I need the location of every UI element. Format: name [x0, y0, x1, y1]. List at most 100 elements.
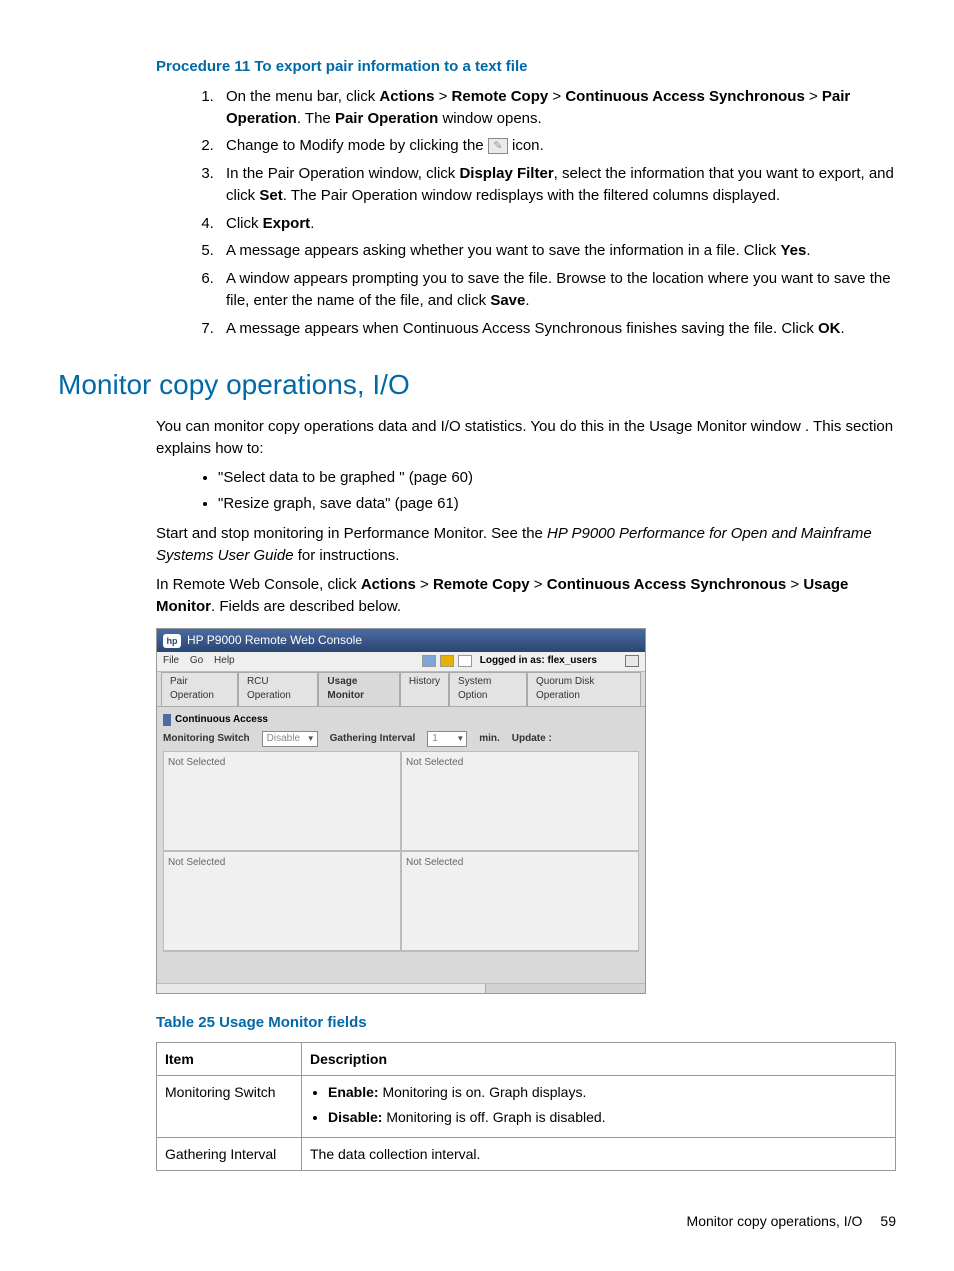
bold: Export: [263, 215, 311, 232]
tab-usage-monitor[interactable]: Usage Monitor: [318, 672, 399, 706]
app-menubar: File Go Help Logged in as: flex_users: [157, 652, 645, 672]
bold: Yes: [780, 242, 806, 259]
graph-grid: Not Selected Not Selected Not Selected N…: [163, 751, 639, 951]
list-item: Disable: Monitoring is off. Graph is dis…: [328, 1107, 887, 1127]
text: Click: [226, 215, 263, 232]
select-value: Disable: [267, 732, 300, 747]
tab-quorum-disk-operation[interactable]: Quorum Disk Operation: [527, 672, 641, 706]
procedure-step: On the menu bar, click Actions > Remote …: [218, 86, 896, 130]
bold: Actions: [379, 88, 434, 105]
text: A message appears asking whether you wan…: [226, 242, 780, 259]
modify-mode-icon: ✎: [488, 138, 508, 154]
text: >: [805, 88, 822, 105]
list-item: "Resize graph, save data" (page 61): [218, 493, 896, 515]
app-titlebar: hp HP P9000 Remote Web Console: [157, 629, 645, 652]
procedure-title: Procedure 11 To export pair information …: [156, 56, 896, 78]
update-label: Update :: [512, 732, 552, 747]
tab-pair-operation[interactable]: Pair Operation: [161, 672, 238, 706]
controls-row: Monitoring Switch Disable ▼ Gathering In…: [163, 731, 639, 747]
section-para: In Remote Web Console, click Actions > R…: [156, 574, 896, 618]
menu-help[interactable]: Help: [214, 655, 235, 666]
footer-text: Monitor copy operations, I/O: [687, 1211, 863, 1231]
list-item: "Select data to be graphed " (page 60): [218, 467, 896, 489]
table-row: Gathering Interval The data collection i…: [157, 1137, 896, 1170]
text: .: [525, 292, 529, 309]
table-title: Table 25 Usage Monitor fields: [156, 1012, 896, 1034]
procedure-step: Click Export.: [218, 213, 896, 235]
section-intro: You can monitor copy operations data and…: [156, 416, 896, 460]
text: .: [310, 215, 314, 232]
usage-monitor-fields-table: Item Description Monitoring Switch Enabl…: [156, 1042, 896, 1171]
procedure-list: On the menu bar, click Actions > Remote …: [188, 86, 896, 340]
bold: Continuous Access Synchronous: [547, 576, 786, 593]
window-detach-icon[interactable]: [625, 655, 639, 667]
bold: Disable:: [328, 1109, 382, 1125]
bold: Set: [259, 187, 282, 204]
graph-cell[interactable]: Not Selected: [401, 851, 639, 951]
chevron-down-icon: ▼: [456, 733, 464, 745]
section-bullet-list: "Select data to be graphed " (page 60) "…: [188, 467, 896, 515]
pane-header: Continuous Access: [163, 713, 639, 728]
pane-marker-icon: [163, 714, 171, 726]
gathering-interval-select[interactable]: 1 ▼: [427, 731, 467, 747]
app-statusbar: [157, 983, 645, 993]
text: A message appears when Continuous Access…: [226, 320, 818, 337]
text: A window appears prompting you to save t…: [226, 270, 891, 309]
hp-logo-icon: hp: [163, 634, 181, 648]
text: Monitoring is off. Graph is disabled.: [382, 1109, 605, 1125]
chevron-down-icon: ▼: [307, 733, 315, 745]
table-cell-description: Enable: Monitoring is on. Graph displays…: [302, 1076, 896, 1138]
menu-go[interactable]: Go: [190, 655, 203, 666]
text: . The Pair Operation window redisplays w…: [283, 187, 780, 204]
modify-mode-icon[interactable]: [458, 655, 472, 667]
table-cell-item: Gathering Interval: [157, 1137, 302, 1170]
menu-file[interactable]: File: [163, 655, 179, 666]
table-header-description: Description: [302, 1042, 896, 1075]
bold: Remote Copy: [452, 88, 549, 105]
text: .: [806, 242, 810, 259]
status-lock-icon[interactable]: [440, 655, 454, 667]
procedure-step: A message appears when Continuous Access…: [218, 318, 896, 340]
bold: Actions: [361, 576, 416, 593]
bold: Pair Operation: [335, 110, 438, 127]
status-globe-icon[interactable]: [422, 655, 436, 667]
logged-in-label: Logged in as: flex_users: [480, 654, 597, 669]
app-title: HP P9000 Remote Web Console: [187, 632, 362, 649]
pane-footer: [163, 951, 639, 977]
bold: OK: [818, 320, 841, 337]
app-tabs: Pair Operation RCU Operation Usage Monit…: [157, 672, 645, 707]
monitoring-switch-select[interactable]: Disable ▼: [262, 731, 318, 747]
text: .: [841, 320, 845, 337]
table-header-item: Item: [157, 1042, 302, 1075]
text: In Remote Web Console, click: [156, 576, 361, 593]
section-para: Start and stop monitoring in Performance…: [156, 523, 896, 567]
app-window: hp HP P9000 Remote Web Console File Go H…: [156, 628, 646, 994]
text: >: [548, 88, 565, 105]
text: Start and stop monitoring in Performance…: [156, 525, 547, 542]
tab-rcu-operation[interactable]: RCU Operation: [238, 672, 318, 706]
text: for instructions.: [294, 547, 400, 564]
page-footer: Monitor copy operations, I/O 59: [58, 1211, 896, 1231]
section-heading: Monitor copy operations, I/O: [58, 365, 896, 406]
graph-cell[interactable]: Not Selected: [163, 751, 401, 851]
graph-cell[interactable]: Not Selected: [163, 851, 401, 951]
bold: Save: [490, 292, 525, 309]
table-cell-item: Monitoring Switch: [157, 1076, 302, 1138]
list-item: Enable: Monitoring is on. Graph displays…: [328, 1082, 887, 1102]
tab-system-option[interactable]: System Option: [449, 672, 527, 706]
procedure-step: A window appears prompting you to save t…: [218, 268, 896, 312]
procedure-step: Change to Modify mode by clicking the ✎ …: [218, 135, 896, 157]
app-pane: Continuous Access Monitoring Switch Disa…: [157, 707, 645, 984]
graph-cell[interactable]: Not Selected: [401, 751, 639, 851]
text: On the menu bar, click: [226, 88, 379, 105]
bold: Enable:: [328, 1084, 379, 1100]
text: window opens.: [438, 110, 541, 127]
text: . The: [297, 110, 335, 127]
procedure-step: In the Pair Operation window, click Disp…: [218, 163, 896, 207]
gathering-interval-label: Gathering Interval: [330, 732, 416, 747]
pane-title: Continuous Access: [175, 713, 268, 728]
bold: Display Filter: [459, 165, 553, 182]
bold: Remote Copy: [433, 576, 530, 593]
tab-history[interactable]: History: [400, 672, 449, 706]
resize-grip-icon[interactable]: [485, 984, 645, 993]
